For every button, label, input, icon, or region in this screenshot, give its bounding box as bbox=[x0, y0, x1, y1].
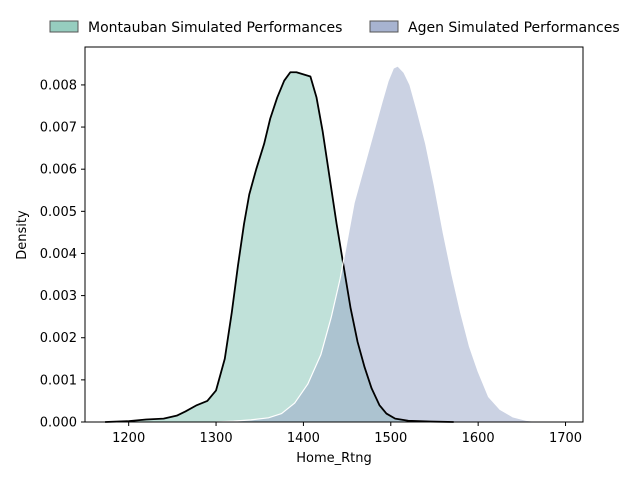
density-line-montauban-simulated-performances bbox=[105, 71, 454, 423]
legend: Montauban Simulated Performances Agen Sim… bbox=[49, 20, 620, 36]
legend-swatch-agen-simulated-performances bbox=[369, 20, 399, 33]
legend-label-agen-simulated-performances: Agen Simulated Performances bbox=[408, 20, 620, 36]
density-area-montauban-simulated-performances bbox=[105, 72, 454, 422]
y-axis-title: Density bbox=[15, 210, 30, 260]
density-areas bbox=[105, 65, 542, 423]
y-axis: 0.000 0.001 0.002 0.003 0.004 0.005 0.006 0.007… bbox=[40, 78, 85, 431]
y-tick-label: 0.004 bbox=[40, 247, 77, 262]
legend-label-montauban-simulated-performances: Montauban Simulated Performances bbox=[88, 20, 342, 36]
y-tick-label: 0.001 bbox=[40, 373, 77, 388]
y-tick-label: 0.008 bbox=[40, 78, 77, 93]
x-tick-label: 1500 bbox=[374, 431, 407, 446]
y-tick-label: 0.006 bbox=[40, 163, 77, 178]
density-area-agen-simulated-performances bbox=[216, 65, 542, 423]
y-tick-label: 0.005 bbox=[40, 205, 77, 220]
x-tick-label: 1400 bbox=[287, 431, 320, 446]
x-axis-title: Home_Rtng bbox=[296, 451, 372, 466]
y-tick-label: 0.000 bbox=[40, 416, 77, 431]
x-tick-label: 1200 bbox=[112, 431, 145, 446]
x-axis: 1200 1300 1400 1500 1600 1700 bbox=[112, 422, 582, 446]
y-tick-label: 0.003 bbox=[40, 289, 77, 304]
legend-swatch-montauban-simulated-performances bbox=[49, 20, 79, 33]
y-tick-label: 0.002 bbox=[40, 331, 77, 346]
plot-frame bbox=[84, 46, 584, 423]
x-tick-label: 1600 bbox=[462, 431, 495, 446]
x-tick-label: 1300 bbox=[200, 431, 233, 446]
density-line-agen-simulated-performances bbox=[216, 65, 542, 423]
density-lines bbox=[105, 65, 542, 423]
y-tick-label: 0.007 bbox=[40, 121, 77, 136]
x-tick-label: 1700 bbox=[549, 431, 582, 446]
